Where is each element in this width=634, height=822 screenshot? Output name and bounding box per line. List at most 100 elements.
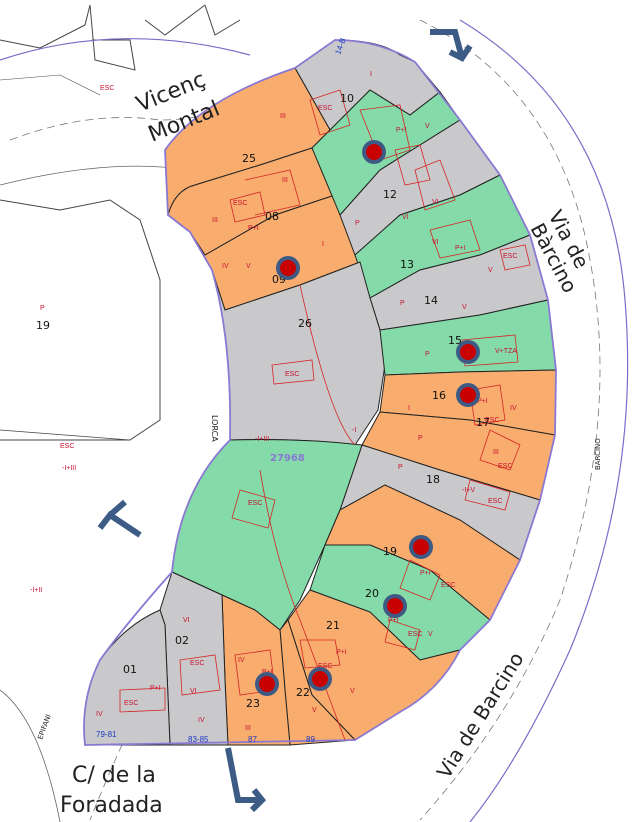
svg-text:V: V (428, 631, 433, 638)
arrow-bottom-icon (225, 747, 267, 813)
svg-text:ESC: ESC (488, 498, 502, 505)
street-lorca: LORCA (210, 415, 219, 442)
label-13: 13 (400, 258, 414, 271)
street-foradada-1: C/ de la (72, 763, 156, 788)
label-25: 25 (242, 152, 256, 165)
svg-text:VI: VI (183, 617, 190, 624)
svg-text:V: V (312, 707, 317, 714)
marker-16[interactable] (456, 383, 480, 407)
label-10: 10 (340, 92, 354, 105)
marker-09[interactable] (276, 256, 300, 280)
svg-text:P+I: P+I (150, 685, 161, 692)
svg-text:-I+III: -I+III (255, 436, 269, 443)
svg-text:IV: IV (96, 711, 103, 718)
svg-text:P: P (425, 351, 430, 358)
marker-23[interactable] (255, 672, 279, 696)
svg-text:P: P (418, 435, 423, 442)
marker-19[interactable] (409, 535, 433, 559)
svg-text:ESC: ESC (408, 631, 422, 638)
svg-text:87: 87 (248, 735, 257, 744)
svg-text:83-85: 83-85 (188, 735, 209, 744)
svg-text:IV: IV (238, 657, 245, 664)
label-15: 15 (448, 334, 462, 347)
street-barcino-small: BARCINO (594, 438, 602, 470)
svg-text:ESC: ESC (233, 200, 247, 207)
svg-text:-I+V: -I+V (462, 487, 475, 494)
parcel-02[interactable] (159, 571, 229, 746)
svg-text:79-81: 79-81 (96, 730, 117, 739)
svg-text:P+I: P+I (388, 617, 399, 624)
svg-text:-I: -I (352, 427, 356, 434)
svg-text:-I+III: -I+III (62, 465, 76, 472)
svg-text:ESC: ESC (503, 253, 517, 260)
svg-text:ESC: ESC (485, 417, 499, 424)
svg-text:III: III (280, 113, 286, 120)
surrounding-outlines (0, 4, 241, 441)
svg-text:V: V (425, 123, 430, 130)
svg-text:I: I (370, 71, 372, 78)
svg-text:III: III (282, 177, 288, 184)
svg-text:IV: IV (222, 263, 229, 270)
svg-text:V: V (246, 263, 251, 270)
svg-text:VI: VI (402, 214, 409, 221)
label-01: 01 (123, 663, 137, 676)
parcel-numbers: 10 25 08 09 12 13 14 26 15 16 17 18 19 2… (36, 92, 490, 710)
svg-text:P: P (400, 300, 405, 307)
svg-text:ESC: ESC (248, 500, 262, 507)
svg-text:ESC: ESC (285, 371, 299, 378)
marker-22[interactable] (308, 667, 332, 691)
label-20: 20 (365, 587, 379, 600)
block-label: 27968 (270, 453, 305, 464)
direction-arrows (97, 29, 473, 813)
svg-text:III: III (493, 449, 499, 456)
svg-text:ESC: ESC (441, 582, 455, 589)
svg-text:ESC: ESC (318, 663, 332, 670)
markers (255, 140, 480, 696)
label-23: 23 (246, 697, 260, 710)
svg-text:VI: VI (190, 688, 197, 695)
svg-text:ESC: ESC (124, 700, 138, 707)
svg-text:I: I (322, 241, 324, 248)
arrow-left-icon (97, 499, 142, 538)
street-foradada-2: Foradada (60, 793, 163, 818)
svg-text:P+I: P+I (248, 225, 259, 232)
svg-text:III: III (212, 217, 218, 224)
label-14: 14 (424, 294, 438, 307)
svg-text:V+TZA: V+TZA (495, 348, 517, 355)
svg-text:ESC: ESC (100, 85, 114, 92)
svg-text:P: P (40, 305, 45, 312)
svg-text:ESC: ESC (60, 443, 74, 450)
label-26: 26 (298, 317, 312, 330)
marker-20[interactable] (383, 594, 407, 618)
building-outlines (119, 89, 531, 741)
svg-text:P: P (355, 220, 360, 227)
label-21: 21 (326, 619, 340, 632)
svg-text:IV: IV (510, 405, 517, 412)
street-epifani: EPIFANI (36, 713, 52, 740)
parcel-01[interactable] (83, 609, 171, 746)
svg-text:P+I: P+I (336, 649, 347, 656)
parcels-layer (83, 39, 557, 746)
svg-text:IV: IV (198, 717, 205, 724)
marker-11[interactable] (362, 140, 386, 164)
svg-text:V: V (462, 304, 467, 311)
label-18: 18 (426, 473, 440, 486)
svg-text:-I+II: -I+II (30, 587, 42, 594)
label-17: 17 (476, 416, 490, 429)
label-02: 02 (175, 634, 189, 647)
svg-text:VI: VI (432, 239, 439, 246)
svg-text:V: V (488, 267, 493, 274)
svg-text:ESC: ESC (498, 463, 512, 470)
svg-text:P+I: P+I (455, 245, 466, 252)
svg-text:89: 89 (306, 735, 315, 744)
svg-text:VI: VI (432, 199, 439, 206)
svg-text:ESC: ESC (318, 105, 332, 112)
label-left-19: 19 (36, 319, 50, 332)
marker-15[interactable] (456, 340, 480, 364)
svg-text:V: V (350, 688, 355, 695)
label-08: 08 (265, 210, 279, 223)
svg-text:P+I: P+I (477, 398, 488, 405)
label-16: 16 (432, 389, 446, 402)
label-22: 22 (296, 686, 310, 699)
